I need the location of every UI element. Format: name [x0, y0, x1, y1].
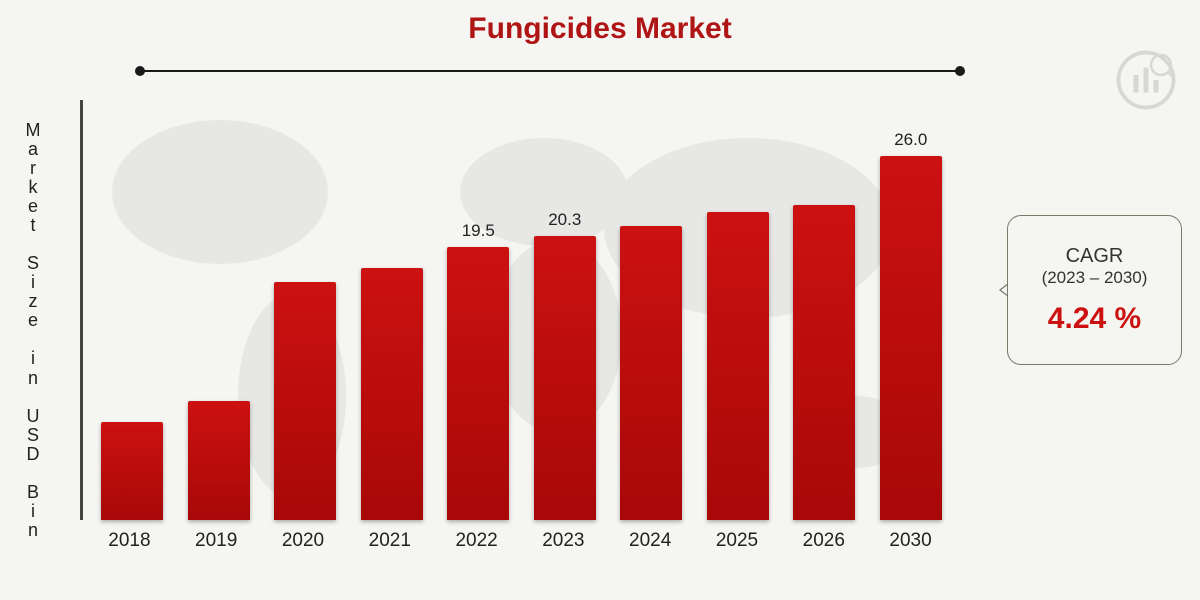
bar-slot — [695, 186, 782, 520]
bar-chart: 19.520.326.0 201820192020202120222023202… — [80, 100, 960, 560]
y-label-char: a — [28, 140, 44, 158]
bar-slot: 20.3 — [522, 210, 609, 520]
y-label-char — [30, 235, 41, 253]
chart-title: Fungicides Market — [468, 12, 731, 46]
bar-value-label: 19.5 — [462, 221, 495, 241]
x-tick-label: 2020 — [260, 520, 347, 560]
x-tick-label: 2025 — [694, 520, 781, 560]
x-axis: 2018201920202021202220232024202520262030 — [80, 520, 960, 560]
bar-slot — [262, 256, 349, 520]
cagr-range: (2023 – 2030) — [1042, 268, 1148, 288]
x-tick-label: 2026 — [780, 520, 867, 560]
x-tick-label: 2023 — [520, 520, 607, 560]
y-label-char — [30, 464, 41, 482]
x-tick-label: 2019 — [173, 520, 260, 560]
bar-slot — [781, 179, 868, 520]
bar — [534, 236, 596, 520]
bar-value-label: 26.0 — [894, 130, 927, 150]
x-tick-label: 2018 — [86, 520, 173, 560]
y-label-char: e — [28, 197, 44, 215]
y-label-char — [30, 388, 41, 406]
bar-value-label: 20.3 — [548, 210, 581, 230]
title-text: Fungicides Market — [468, 12, 731, 45]
bar-slot: 19.5 — [435, 221, 522, 520]
y-label-char: r — [30, 159, 42, 177]
y-label-char: n — [28, 521, 44, 539]
bar-slot: 26.0 — [868, 130, 955, 520]
y-label-char: n — [28, 369, 44, 387]
cagr-label: CAGR — [1066, 245, 1124, 268]
bar — [361, 268, 423, 520]
y-axis-label: Market Size in USD Bin — [22, 120, 50, 540]
y-label-char: i — [31, 502, 41, 520]
bar — [447, 247, 509, 520]
y-label-char: t — [30, 216, 41, 234]
bar-slot — [349, 242, 436, 520]
y-label-char: k — [29, 178, 44, 196]
y-label-char: S — [27, 254, 45, 272]
y-label-char: D — [27, 445, 46, 463]
bar — [793, 205, 855, 520]
bar — [188, 401, 250, 520]
bar — [707, 212, 769, 520]
bar — [101, 422, 163, 520]
cagr-box: CAGR (2023 – 2030) 4.24 % — [1007, 215, 1182, 365]
x-tick-label: 2021 — [346, 520, 433, 560]
bar-slot — [176, 375, 263, 520]
x-tick-label: 2024 — [607, 520, 694, 560]
y-label-char: e — [28, 311, 44, 329]
y-label-char: i — [31, 349, 41, 367]
plot-area: 19.5 20.3 26.0 — [80, 100, 960, 520]
bar — [880, 156, 942, 520]
bar — [274, 282, 336, 520]
y-label-char — [30, 330, 41, 348]
y-label-char: i — [31, 273, 41, 291]
title-word: Fungicides — [468, 12, 635, 45]
cagr-callout: CAGR (2023 – 2030) 4.24 % — [987, 215, 1182, 365]
bar-slot — [608, 200, 695, 520]
title-word: Market — [635, 12, 732, 45]
bar — [620, 226, 682, 520]
logo-watermark-icon — [1116, 50, 1176, 110]
title-underline — [140, 70, 960, 72]
y-label-char: z — [29, 292, 44, 310]
bar-slot — [89, 396, 176, 520]
y-label-char: U — [27, 407, 46, 425]
chart-title-wrap: Fungicides Market — [0, 12, 1200, 46]
y-label-char: S — [27, 426, 45, 444]
y-label-char: M — [26, 121, 47, 139]
y-label-char: B — [27, 483, 45, 501]
x-tick-label: 2030 — [867, 520, 954, 560]
cagr-value: 4.24 % — [1048, 302, 1141, 336]
x-tick-label: 2022 — [433, 520, 520, 560]
